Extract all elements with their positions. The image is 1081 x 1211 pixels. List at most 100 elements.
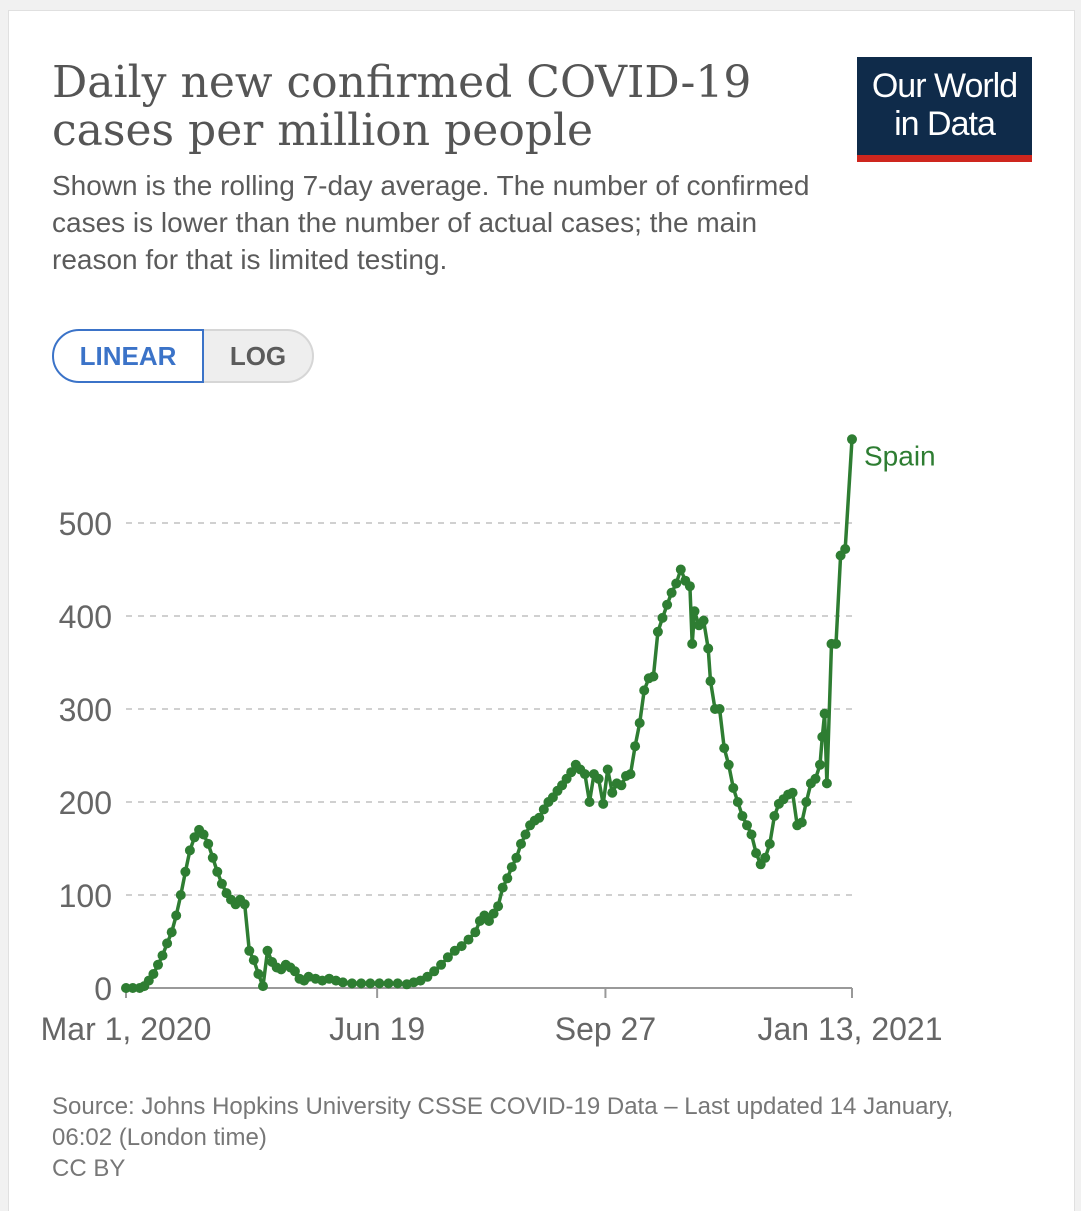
data-point bbox=[422, 971, 433, 982]
data-point bbox=[840, 544, 851, 554]
data-point bbox=[166, 927, 177, 938]
y-tick-label: 400 bbox=[59, 599, 112, 635]
data-point bbox=[671, 578, 682, 589]
data-point bbox=[374, 978, 385, 989]
data-point bbox=[502, 873, 513, 884]
data-point bbox=[819, 708, 830, 719]
data-point bbox=[258, 981, 268, 992]
data-point bbox=[593, 773, 604, 784]
log-scale-button[interactable]: LOG bbox=[204, 329, 314, 383]
data-point bbox=[216, 878, 227, 889]
data-point bbox=[520, 829, 531, 840]
x-tick-label: Jun 19 bbox=[329, 1011, 425, 1047]
data-point bbox=[598, 798, 609, 809]
data-point bbox=[429, 966, 440, 977]
license-note[interactable]: CC BY bbox=[52, 1155, 126, 1182]
chart-title-line-2: cases per million people bbox=[52, 105, 594, 156]
data-point bbox=[847, 434, 857, 445]
data-point bbox=[760, 852, 771, 863]
data-point bbox=[516, 838, 526, 849]
data-point bbox=[538, 804, 549, 815]
data-point bbox=[801, 797, 812, 807]
data-point bbox=[831, 638, 841, 649]
data-point bbox=[189, 832, 200, 843]
data-point bbox=[148, 969, 159, 979]
data-point bbox=[347, 978, 357, 989]
data-point bbox=[157, 950, 168, 961]
data-point bbox=[666, 587, 677, 598]
y-tick-label: 100 bbox=[59, 878, 112, 914]
data-point bbox=[484, 916, 494, 926]
data-point bbox=[719, 743, 730, 754]
y-tick-label: 200 bbox=[59, 785, 112, 821]
data-point bbox=[365, 978, 376, 989]
our-world-in-data-logo[interactable]: Our World in Data bbox=[857, 57, 1032, 162]
data-point bbox=[746, 829, 757, 840]
data-point bbox=[506, 862, 517, 873]
data-point bbox=[203, 838, 214, 849]
x-tick-label: Sep 27 bbox=[555, 1011, 656, 1047]
data-point bbox=[607, 787, 618, 798]
data-point bbox=[648, 671, 659, 682]
data-point bbox=[787, 787, 798, 798]
data-point bbox=[764, 838, 775, 849]
chart-subtitle: Shown is the rolling 7-day average. The … bbox=[52, 170, 810, 275]
data-point bbox=[602, 764, 613, 775]
data-point bbox=[493, 901, 504, 912]
series-label: Spain bbox=[864, 440, 936, 471]
data-point bbox=[815, 759, 825, 770]
data-point bbox=[698, 615, 709, 626]
data-point bbox=[127, 983, 138, 993]
data-point bbox=[153, 959, 163, 970]
data-point bbox=[584, 797, 595, 807]
data-point bbox=[684, 581, 695, 592]
data-point bbox=[821, 778, 832, 789]
data-point bbox=[442, 952, 453, 963]
source-note: Source: Johns Hopkins University CSSE CO… bbox=[52, 1093, 954, 1151]
data-point bbox=[689, 606, 700, 617]
data-point bbox=[180, 866, 191, 877]
data-point bbox=[383, 978, 394, 989]
data-point bbox=[337, 977, 348, 988]
y-tick-label: 0 bbox=[94, 971, 112, 1007]
y-tick-label: 500 bbox=[59, 506, 112, 542]
data-point bbox=[244, 945, 255, 956]
data-point bbox=[810, 773, 821, 784]
data-point bbox=[511, 852, 522, 863]
data-point bbox=[625, 769, 636, 780]
data-point bbox=[634, 718, 645, 728]
data-point bbox=[436, 959, 447, 970]
data-point bbox=[687, 638, 698, 649]
data-point bbox=[248, 955, 259, 966]
data-point bbox=[630, 741, 641, 752]
data-point bbox=[662, 599, 673, 610]
data-point bbox=[184, 845, 195, 856]
data-point bbox=[737, 811, 748, 821]
linear-scale-button[interactable]: LINEAR bbox=[52, 329, 204, 383]
data-point bbox=[262, 945, 273, 956]
data-point bbox=[239, 899, 250, 910]
data-point bbox=[212, 866, 223, 877]
data-point bbox=[488, 908, 499, 919]
data-point bbox=[616, 780, 627, 791]
data-point bbox=[742, 820, 752, 831]
data-point bbox=[657, 612, 668, 623]
data-point bbox=[289, 966, 300, 977]
data-point bbox=[723, 759, 734, 770]
data-point bbox=[162, 938, 173, 949]
data-point bbox=[796, 817, 807, 828]
data-point bbox=[769, 811, 780, 821]
data-point bbox=[817, 731, 828, 742]
chart-title-line-1: Daily new confirmed COVID-19 bbox=[52, 57, 752, 108]
data-point bbox=[356, 978, 367, 989]
chart-title: Daily new confirmed COVID-19 cases per m… bbox=[52, 59, 812, 155]
data-point bbox=[175, 890, 186, 900]
data-point bbox=[456, 941, 467, 952]
logo-line-1: Our World bbox=[871, 67, 1018, 105]
data-point bbox=[470, 927, 481, 938]
data-point bbox=[207, 852, 218, 863]
data-point bbox=[639, 685, 650, 696]
data-point bbox=[652, 626, 663, 637]
data-point bbox=[566, 767, 577, 778]
data-point bbox=[392, 978, 403, 989]
